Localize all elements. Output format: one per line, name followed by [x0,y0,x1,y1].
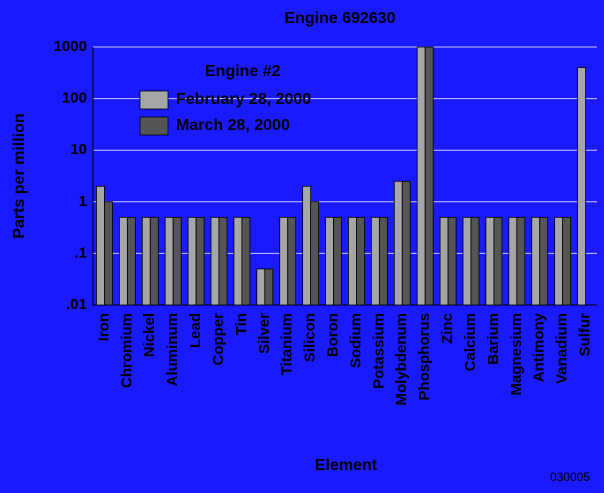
bar [210,216,220,306]
bar [164,216,174,306]
y-tick-label: 10 [70,141,87,158]
x-tick-label: Sodium [347,313,364,368]
x-tick-label: Antimony [531,312,548,382]
bar [470,216,480,306]
x-tick-label: Potassium [370,313,387,389]
bar [141,216,151,306]
bar [310,201,320,306]
x-tick-label: Magnesium [508,313,525,396]
bar [356,216,365,306]
bar [287,216,297,306]
x-tick-label: Silicon [302,313,319,362]
x-tick-label: Silver [256,313,273,354]
x-tick-label: Boron [325,313,342,357]
bar [149,216,159,306]
x-tick-label: Nickel [141,313,158,357]
bar [195,216,205,306]
bar [508,216,518,306]
y-tick-label: .01 [66,296,87,313]
bar [118,216,128,306]
x-tick-label: Sulfur [577,313,594,356]
bar [241,216,251,306]
bar [531,216,541,306]
x-tick-label: Lead [187,313,204,348]
bar [187,216,197,306]
bar [393,180,403,306]
bar [493,216,503,306]
bar [333,216,342,306]
x-tick-label: Barium [485,313,502,365]
x-tick-label: Vanadium [554,313,571,384]
bar [562,216,572,306]
x-tick-label: Chromium [118,313,135,388]
y-axis-label: Parts per million [11,113,28,238]
bar [104,201,113,306]
bar [256,268,266,306]
chart-title: Engine 692630 [284,10,395,27]
bar [462,216,472,306]
bar [325,216,334,306]
bar [218,216,228,306]
x-tick-label: Tin [233,313,250,335]
bar [401,180,411,306]
y-tick-label: 1000 [54,38,87,55]
legend-label: February 28, 2000 [176,91,311,108]
bar [302,185,312,306]
bar [264,268,274,306]
bar [378,216,388,306]
x-tick-label: Zinc [439,313,456,344]
x-axis-label: Element [315,457,378,474]
bar [96,185,105,306]
x-tick-label: Iron [95,313,112,341]
bar [233,216,243,306]
annotation: 030005 [550,470,590,484]
legend-label: March 28, 2000 [176,117,290,134]
bar [172,216,182,306]
bar [126,216,136,306]
bar [424,46,434,306]
bar [279,216,289,306]
x-tick-label: Copper [210,313,227,366]
bar [516,216,526,306]
bar [554,216,564,306]
x-tick-label: Titanium [279,313,296,375]
y-tick-label: .1 [74,244,87,261]
legend-title: Engine #2 [205,63,281,80]
bar [439,216,449,306]
bar [370,216,380,306]
x-tick-label: Molybdenum [393,313,410,406]
bar [485,216,495,306]
x-tick-label: Aluminum [164,313,181,386]
legend-swatch [139,116,169,136]
bar [416,46,426,306]
bar [539,216,549,306]
legend-swatch [139,90,169,110]
y-tick-label: 100 [62,90,87,107]
y-tick-label: 1 [79,193,87,210]
x-tick-label: Calcium [462,313,479,371]
bar [348,216,357,306]
bar [447,216,457,306]
x-tick-label: Phosphorus [416,313,433,401]
bar [577,67,586,306]
